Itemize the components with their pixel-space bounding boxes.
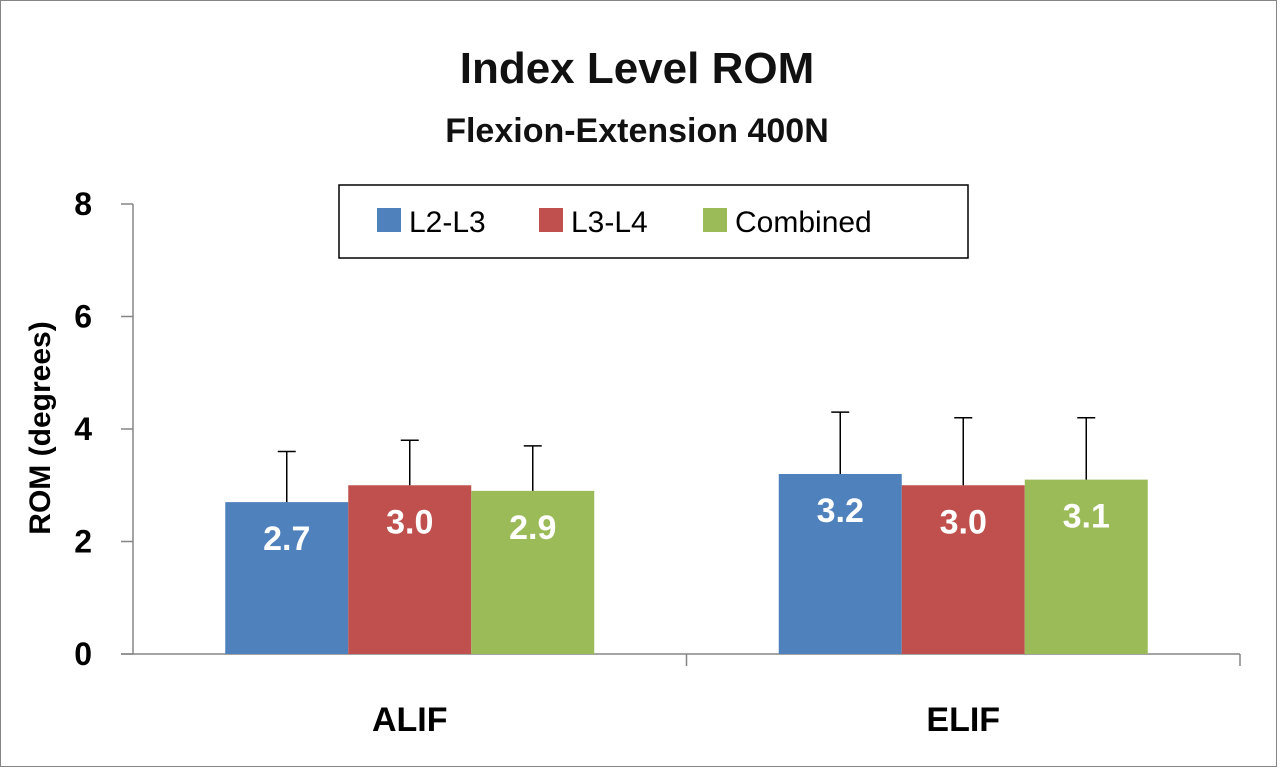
legend-swatch-l3-l4 [539, 208, 563, 232]
y-tick-label: 8 [74, 186, 92, 222]
legend-swatch-l2-l3 [377, 208, 401, 232]
y-tick-labels: 0 2 4 6 8 [74, 186, 92, 672]
data-label: 3.0 [386, 503, 433, 541]
bars [225, 474, 1148, 654]
bar-l3-l4-elif [901, 485, 1025, 654]
chart-title: Index Level ROM [460, 44, 815, 93]
data-label: 2.9 [509, 509, 556, 547]
data-label: 3.0 [940, 503, 987, 541]
category-label-elif: ELIF [926, 701, 1000, 739]
category-label-alif: ALIF [372, 701, 448, 739]
y-tick-label: 2 [74, 524, 92, 560]
legend-label: L2-L3 [409, 206, 486, 239]
bar-l2-l3-elif [778, 474, 902, 654]
bar-combined-alif [471, 490, 595, 654]
error-bars [277, 411, 1096, 503]
legend: L2-L3 L3-L4 Combined [338, 184, 969, 259]
data-labels: 2.7 3.0 2.9 3.2 3.0 3.1 [263, 492, 1110, 558]
bar-l3-l4-alif [348, 485, 472, 654]
legend-label: L3-L4 [571, 206, 648, 239]
y-tick-label: 4 [74, 411, 92, 447]
chart-subtitle: Flexion-Extension 400N [445, 112, 829, 150]
data-label: 3.2 [817, 492, 864, 530]
legend-swatch-combined [703, 208, 727, 232]
bar-l2-l3-alif [225, 502, 349, 654]
y-tick-label: 0 [74, 636, 92, 672]
y-tick-label: 6 [74, 299, 92, 335]
data-label: 3.1 [1063, 498, 1110, 536]
y-axis-label: ROM (degrees) [24, 321, 57, 534]
data-label: 2.7 [263, 520, 310, 558]
bar-combined-elif [1024, 479, 1148, 654]
category-labels: ALIF ELIF [372, 701, 1000, 739]
legend-label: Combined [735, 206, 872, 239]
legend-box [338, 184, 969, 259]
